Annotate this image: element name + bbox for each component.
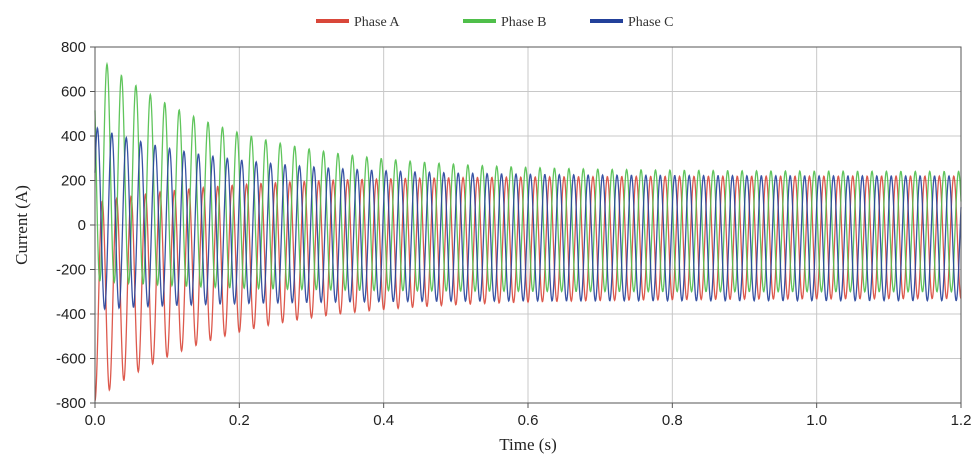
series-line-phase-a: [94, 174, 962, 401]
y-tick-label: -600: [56, 351, 86, 368]
legend-label: Phase B: [501, 15, 547, 30]
series-layer: [94, 61, 962, 401]
y-tick-label: -200: [56, 262, 86, 279]
y-axis: 800 600 400 200 0 -200 -400 -600 -800: [56, 39, 95, 412]
x-tick-label: 0.4: [373, 412, 394, 429]
y-tick-label: 600: [61, 84, 86, 101]
x-axis-title: Time (s): [499, 435, 556, 454]
y-tick-label: -800: [56, 395, 86, 412]
legend-label: Phase A: [354, 15, 400, 30]
x-tick-label: 1.2: [951, 412, 972, 429]
y-tick-label: 0: [78, 217, 86, 234]
y-tick-label: -400: [56, 306, 86, 323]
y-tick-label: 800: [61, 39, 86, 56]
legend-label: Phase C: [628, 15, 674, 30]
legend: Phase A Phase B Phase C: [316, 15, 674, 30]
x-tick-label: 0.6: [518, 412, 539, 429]
x-tick-label: 1.0: [806, 412, 827, 429]
x-axis: 0.0 0.2 0.4 0.6 0.8 1.0 1.2: [85, 403, 972, 429]
y-axis-title: Current (A): [12, 185, 31, 265]
x-tick-label: 0.0: [85, 412, 106, 429]
y-tick-label: 200: [61, 173, 86, 190]
x-tick-label: 0.8: [662, 412, 683, 429]
x-tick-label: 0.2: [229, 412, 250, 429]
series-line-phase-c: [94, 126, 962, 311]
y-tick-label: 400: [61, 128, 86, 145]
